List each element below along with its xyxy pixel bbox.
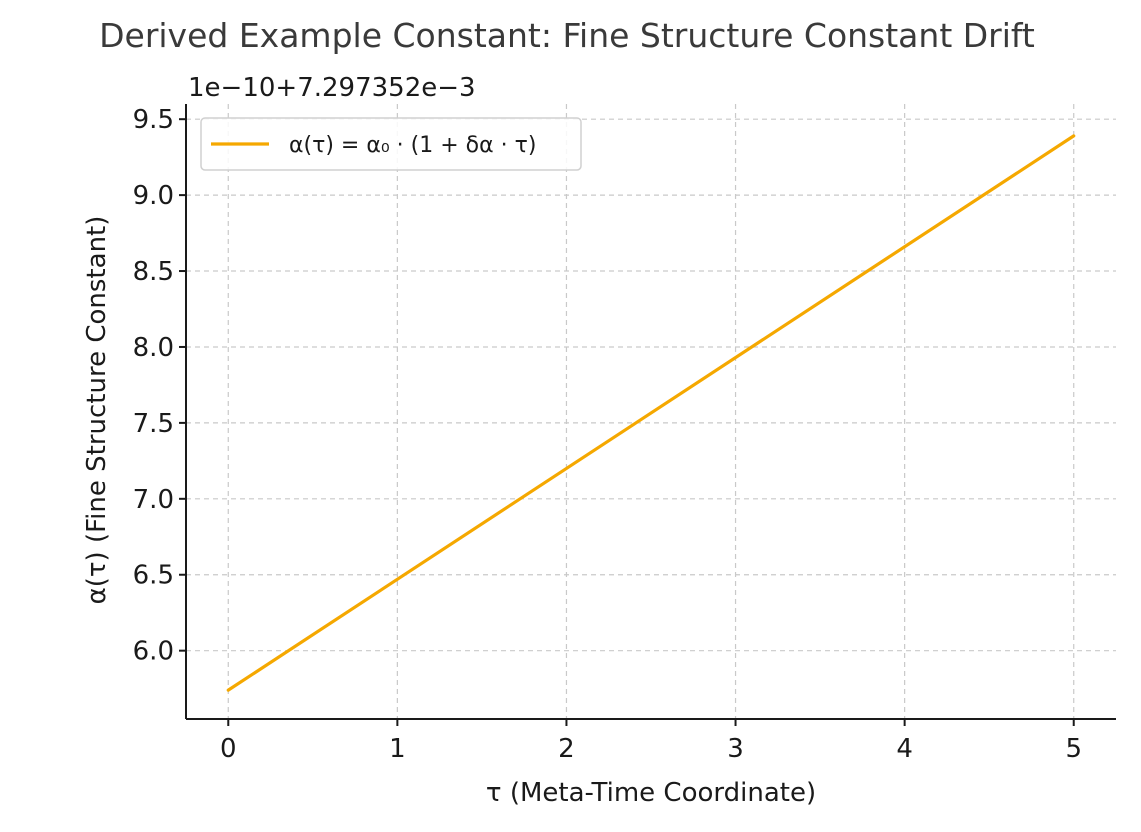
legend-entry: α(τ) = α₀ · (1 + δα · τ) — [289, 133, 536, 158]
y-tick-label: 6.5 — [133, 561, 174, 591]
legend-box — [200, 117, 582, 171]
x-axis-label: τ (Meta-Time Coordinate) — [486, 778, 816, 808]
axes — [185, 104, 1116, 720]
y-tick-label: 7.0 — [133, 485, 174, 515]
y-tick-label: 9.5 — [133, 105, 174, 135]
y-tick-label: 9.0 — [133, 181, 174, 211]
series-layer — [226, 134, 1076, 692]
legend: α(τ) = α₀ · (1 + δα · τ) — [200, 117, 582, 171]
series-line — [226, 134, 1076, 692]
chart-title: Derived Example Constant: Fine Structure… — [99, 16, 1035, 55]
x-tick-label: 4 — [896, 734, 913, 764]
y-tick-label: 7.5 — [133, 409, 174, 439]
x-tick-label: 3 — [727, 734, 744, 764]
y-axis-label: α(τ) (Fine Structure Constant) — [82, 216, 112, 605]
x-tick-label: 2 — [558, 734, 575, 764]
ticks: 0 1 2 3 4 5 6.0 6.5 7.0 7.5 8.0 8.5 9.0 9.5 — [133, 105, 1082, 764]
x-tick-label: 0 — [220, 734, 237, 764]
y-tick-label: 8.5 — [133, 257, 174, 287]
x-tick-label: 1 — [389, 734, 406, 764]
y-tick-label: 6.0 — [133, 637, 174, 667]
y-tick-label: 8.0 — [133, 333, 174, 363]
x-tick-label: 5 — [1065, 734, 1082, 764]
y-offset-label: 1e−10+7.297352e−3 — [188, 73, 476, 103]
